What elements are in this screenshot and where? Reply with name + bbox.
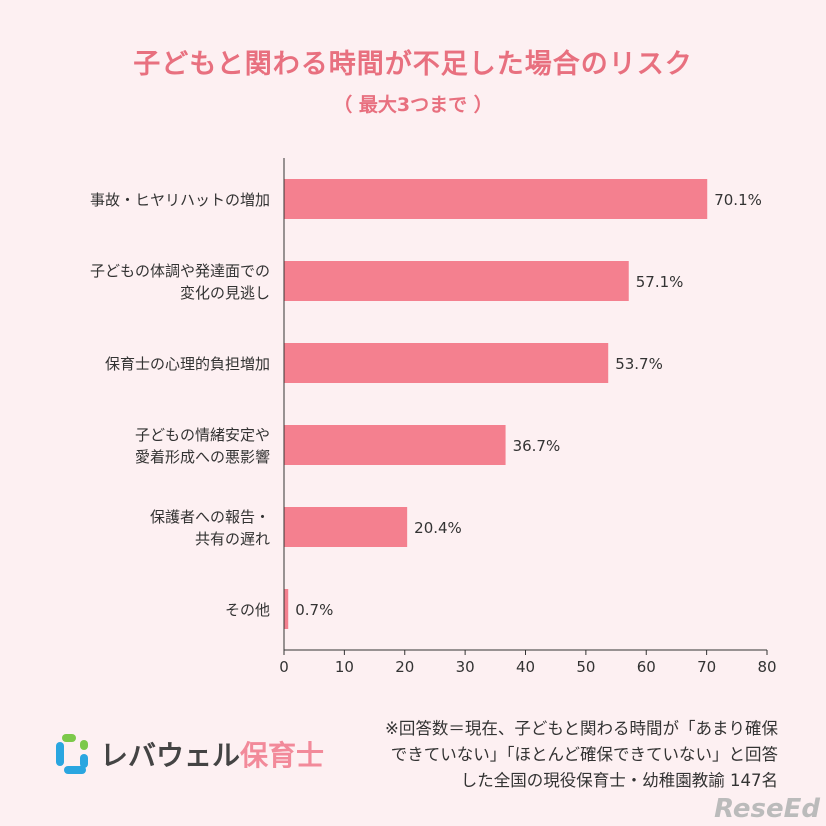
x-tick-label: 60 — [637, 658, 656, 676]
watermark: ReseEd — [714, 794, 820, 824]
bar — [284, 261, 629, 301]
bar — [284, 425, 506, 465]
bar — [284, 343, 609, 383]
footnote-line: ※回答数＝現在、子どもと関わる時間が「あまり確保 — [385, 719, 778, 738]
footnote-line: した全国の現役保育士・幼稚園教諭 147名 — [460, 771, 778, 790]
x-tick-label: 0 — [279, 658, 289, 676]
category-label: 共有の遅れ — [195, 530, 270, 548]
category-label: 変化の見逃し — [180, 284, 270, 302]
data-label: 0.7% — [295, 601, 333, 619]
footnote-line: できていない」「ほとんど確保できていない」と回答 — [390, 745, 778, 764]
chart-title: 子どもと関わる時間が不足した場合のリスク — [133, 49, 693, 80]
bar — [284, 179, 708, 219]
logo: レバウェル保育士 — [52, 732, 324, 776]
x-tick-label: 40 — [516, 658, 535, 676]
data-label: 36.7% — [513, 437, 561, 455]
category-label: 子どもの情緒安定や — [135, 426, 270, 444]
category-label: 保育士の心理的負担増加 — [105, 355, 270, 373]
data-label: 70.1% — [714, 191, 762, 209]
x-tick-label: 20 — [395, 658, 414, 676]
data-label: 53.7% — [615, 355, 663, 373]
x-tick-label: 80 — [757, 658, 776, 676]
logo-icon — [56, 734, 88, 774]
bar — [284, 589, 289, 629]
category-label: その他 — [225, 601, 270, 619]
footnote: ※回答数＝現在、子どもと関わる時間が「あまり確保 できていない」「ほとんど確保で… — [385, 716, 778, 794]
category-label: 保護者への報告・ — [150, 508, 270, 526]
chart-subtitle: （ 最大3つまで ） — [333, 94, 493, 116]
category-label: 子どもの体調や発達面での — [90, 262, 270, 280]
logo-text: レバウェル — [100, 739, 241, 772]
x-tick-label: 10 — [335, 658, 354, 676]
category-label: 事故・ヒヤリハットの増加 — [90, 191, 270, 209]
bar — [284, 507, 408, 547]
x-tick-label: 30 — [456, 658, 475, 676]
category-label: 愛着形成への悪影響 — [135, 448, 270, 466]
x-tick-label: 70 — [697, 658, 716, 676]
logo-text-pink: 保育士 — [240, 739, 325, 772]
data-label: 57.1% — [636, 273, 684, 291]
data-label: 20.4% — [414, 519, 462, 537]
x-tick-label: 50 — [576, 658, 595, 676]
